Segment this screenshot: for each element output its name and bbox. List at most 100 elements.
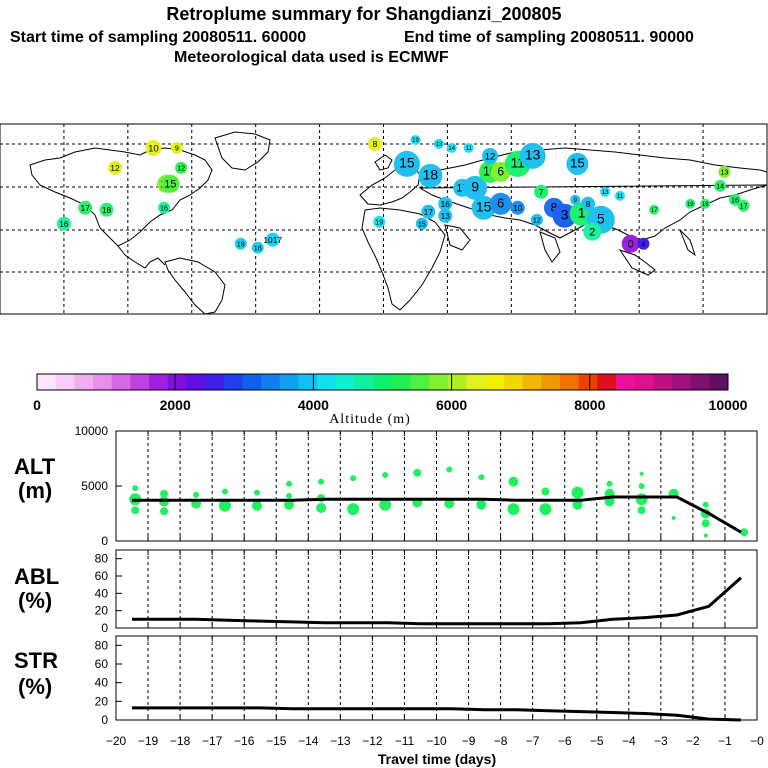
- map-marker: 2: [583, 222, 602, 241]
- map-marker-dot: [519, 142, 546, 169]
- map-marker: 18: [418, 163, 443, 188]
- x-tick-label: −4: [622, 734, 636, 748]
- map-marker-label: 17: [424, 207, 434, 217]
- map-marker-label: 12: [485, 152, 496, 163]
- x-tick-label: −7: [526, 734, 540, 748]
- map-marker: 17: [78, 200, 93, 215]
- x-tick-label: −9: [462, 734, 476, 748]
- map-marker-dot: [583, 222, 602, 241]
- colorbar-cell: [410, 374, 430, 390]
- alt-scatter-point: [350, 475, 357, 482]
- map-marker-label: 19: [412, 138, 419, 144]
- map-marker-dot: [714, 179, 727, 192]
- map-marker: 6: [489, 192, 512, 215]
- x-tick-label: −18: [170, 734, 191, 748]
- map-marker-dot: [438, 196, 453, 211]
- colorbar-cell: [205, 374, 225, 390]
- altitude-colorbar: 0 2000 4000 6000 8000 10000 Altitude (m): [33, 373, 748, 427]
- map-marker-label: 17: [81, 203, 91, 213]
- abl-ytick-label: 60: [95, 569, 109, 583]
- map-marker: 16: [56, 216, 71, 231]
- map-marker-label: 16: [731, 196, 739, 205]
- map-marker-dot: [482, 147, 499, 164]
- abl-ytick-label: 20: [95, 604, 109, 618]
- alt-series-line: [132, 495, 742, 534]
- alt-scatter-point: [254, 489, 261, 496]
- colorbar-cell: [615, 374, 636, 390]
- map-marker: 15: [161, 174, 180, 193]
- colorbar-cell: [335, 374, 355, 390]
- colorbar-cell: [130, 374, 150, 390]
- str-ytick-label: 20: [95, 694, 109, 708]
- alt-scatter-point: [639, 471, 644, 476]
- colorbar-cell: [690, 374, 710, 390]
- map-marker-label: 7: [539, 187, 544, 197]
- str-panel: 80 60 40 20 0: [95, 635, 758, 727]
- map-marker-label: 9: [471, 178, 479, 194]
- alt-scatter-point: [572, 499, 583, 510]
- map-marker-dot: [421, 204, 436, 219]
- alt-scatter-point: [638, 483, 645, 489]
- str-ytick-label: 80: [95, 638, 109, 652]
- map-marker-dot: [489, 192, 512, 215]
- map-marker-label: 10: [148, 144, 159, 155]
- alt-ytick-label: 5000: [81, 479, 108, 493]
- alt-scatter-point: [379, 498, 392, 511]
- map-marker: 15: [415, 217, 428, 230]
- map-marker: 9: [170, 141, 183, 154]
- map-marker-dot: [170, 141, 183, 154]
- colorbar-cell: [167, 374, 187, 390]
- colorbar-tick-label: 10000: [709, 397, 748, 413]
- map-marker-dot: [433, 138, 444, 149]
- colorbar-cell: [447, 374, 468, 390]
- map-marker-dot: [621, 234, 640, 253]
- map-marker-label: 13: [441, 211, 451, 221]
- alt-scatter-point: [446, 466, 453, 473]
- map-marker-dot: [637, 237, 650, 250]
- map-marker-label: 4: [641, 239, 645, 248]
- map-marker: 0: [621, 234, 640, 253]
- colorbar-cell: [37, 374, 57, 390]
- map-marker: 12: [530, 213, 543, 226]
- x-axis-label: Travel time (days): [378, 751, 496, 767]
- map-marker-label: 15: [164, 178, 176, 190]
- colorbar-cell: [298, 374, 318, 390]
- colorbar-tick-label: 8000: [574, 397, 605, 413]
- map-marker: 19: [373, 215, 386, 228]
- x-tick-label: −15: [266, 734, 287, 748]
- alt-scatter-point: [444, 498, 455, 509]
- map-marker-label: 17: [740, 201, 748, 210]
- colorbar-cell: [429, 374, 449, 390]
- map-marker-dot: [175, 161, 188, 174]
- map-marker-label: 15: [570, 156, 585, 171]
- colorbar-cells: [37, 374, 729, 390]
- colorbar-cell: [634, 374, 654, 390]
- colorbar-cell: [317, 374, 337, 390]
- colorbar-cell: [391, 374, 412, 390]
- map-marker: 7: [534, 184, 549, 199]
- map-graticule: [0, 124, 767, 314]
- map-marker-label: 15: [399, 155, 415, 171]
- map-marker: 13: [438, 208, 453, 223]
- colorbar-cell: [597, 374, 617, 390]
- alt-scatter-point: [571, 486, 584, 499]
- colorbar-cell: [55, 374, 75, 390]
- map-marker: 16: [729, 193, 742, 206]
- map-marker: 9: [570, 194, 581, 205]
- map-marker-label: 12: [177, 164, 185, 173]
- colorbar-cell: [466, 374, 486, 390]
- alt-scatter-point: [606, 480, 613, 487]
- colorbar-cell: [522, 374, 542, 390]
- map-marker: 13: [600, 186, 611, 197]
- alt-ytick-label: 10000: [75, 424, 109, 438]
- map-marker: 18: [99, 202, 114, 217]
- map-marker-label: 18: [254, 243, 262, 252]
- x-tick-label: −5: [590, 734, 604, 748]
- map-marker-dot: [158, 201, 171, 214]
- map-marker-dot: [78, 200, 93, 215]
- map-marker-dot: [700, 198, 711, 209]
- map-marker: 18: [700, 198, 711, 209]
- map-marker-label: 19: [237, 239, 245, 248]
- met-data-label: Meteorological data used is ECMWF: [174, 49, 449, 66]
- map-marker-label: 19: [687, 202, 694, 208]
